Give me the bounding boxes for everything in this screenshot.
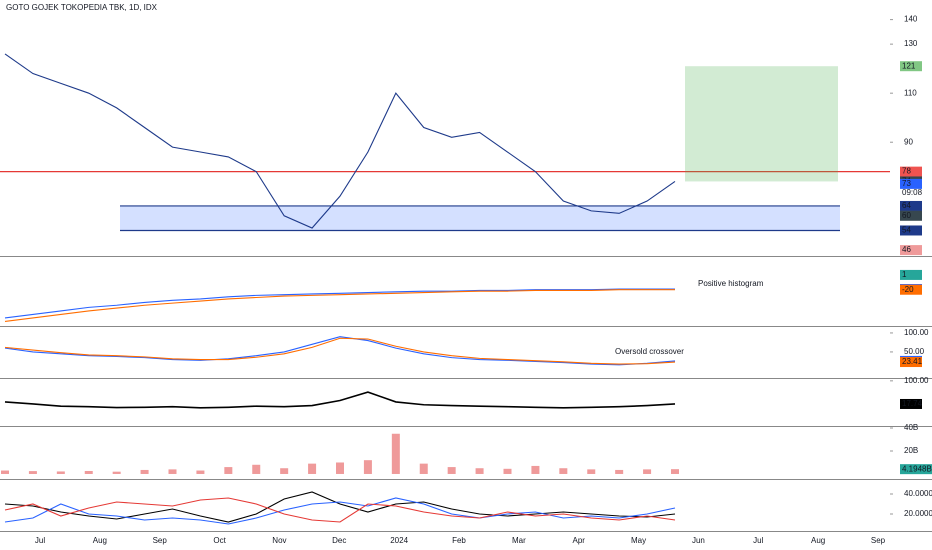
annotation: Positive histogram [698, 279, 764, 288]
x-tick-label: Aug [93, 536, 107, 545]
x-tick-label: Jul [35, 536, 45, 545]
volume-bar [475, 468, 484, 474]
volume-bar [168, 469, 177, 474]
price-tag [900, 398, 922, 409]
y-tick-label: 50.00 [904, 347, 925, 356]
volume-bar [391, 433, 400, 474]
y-tick-label: 100.00 [904, 376, 929, 385]
price-tag [900, 357, 922, 368]
price-tag-label: 23.41 [902, 357, 923, 366]
target-box [685, 66, 838, 182]
countdown: 09:08 [902, 188, 923, 197]
y-tick-label: 40.0000 [904, 489, 932, 498]
volume-bar [56, 471, 65, 474]
volume-bar [1, 470, 9, 474]
annotation: Oversold crossover [615, 347, 684, 356]
series-line [4, 288, 675, 319]
volume-bar [363, 460, 372, 474]
volume-bar [559, 468, 568, 474]
volume-bar [643, 469, 652, 474]
series-line [4, 289, 675, 323]
price-tag-label: 46 [902, 245, 911, 254]
x-tick-label: Nov [272, 536, 286, 545]
price-tag [900, 61, 922, 72]
volume-bar [112, 471, 121, 474]
y-tick-label: 20.0000 [904, 509, 932, 518]
y-tick-label: 90 [904, 137, 913, 146]
volume-bar [84, 470, 93, 474]
y-tick-label: 130 [904, 39, 918, 48]
price-tag [900, 269, 922, 280]
price-tag-label: 1 [902, 270, 907, 279]
volume-bar [419, 463, 428, 474]
x-tick-label: May [631, 536, 646, 545]
volume-bar [224, 467, 233, 474]
price-tag-label: 60 [902, 211, 911, 220]
volume-bar [308, 463, 317, 474]
volume-bar [28, 471, 37, 474]
series-line [4, 391, 676, 409]
y-tick-label: 110 [904, 88, 917, 97]
price-tag-label: 17.74 [902, 399, 923, 408]
volume-bar [447, 467, 456, 474]
volume-bar [252, 464, 261, 474]
x-tick-label: Jun [692, 536, 705, 545]
price-tag [900, 210, 922, 221]
series-line [4, 53, 676, 229]
volume-bar [587, 469, 596, 474]
volume-bar [196, 470, 205, 474]
volume-bar [615, 469, 624, 474]
x-tick-label: 2024 [390, 536, 408, 545]
price-tag [900, 245, 922, 256]
x-tick-label: Mar [512, 536, 526, 545]
x-tick-label: Sep [153, 536, 168, 545]
price-tag-label: 4.1948B [902, 464, 932, 473]
price-tag-label: -20 [902, 285, 914, 294]
price-tag-label: 121 [902, 61, 916, 70]
y-tick-label: 40B [904, 423, 918, 432]
price-tag [900, 464, 932, 475]
series-line [4, 491, 676, 523]
y-tick-label: 140 [904, 15, 918, 24]
price-tag-label: 64 [902, 201, 911, 210]
support-zone [120, 205, 840, 231]
price-tag [900, 166, 922, 177]
x-tick-label: Sep [871, 536, 886, 545]
x-tick-label: Feb [452, 536, 466, 545]
x-tick-label: Apr [572, 536, 585, 545]
price-tag-label: 73 [902, 179, 911, 188]
series-line [4, 337, 676, 365]
volume-bar [531, 465, 540, 474]
x-tick-label: Oct [213, 536, 226, 545]
volume-bar [280, 468, 289, 474]
y-tick-label: 100.00 [904, 328, 929, 337]
price-tag [900, 225, 922, 236]
series-line [4, 336, 676, 366]
price-tag [900, 200, 922, 211]
volume-bar [671, 469, 679, 474]
x-tick-label: Dec [332, 536, 346, 545]
x-tick-label: Jul [753, 536, 763, 545]
price-tag [900, 284, 922, 295]
volume-bar [503, 468, 512, 474]
chart-title: GOTO GOJEK TOKOPEDIA TBK, 1D, IDX [6, 3, 158, 12]
series-line [4, 497, 676, 523]
volume-bar [140, 469, 149, 474]
volume-bar [336, 462, 344, 474]
price-tag-label: 54 [902, 226, 911, 235]
price-tag [900, 178, 922, 189]
price-tag-label: 78 [902, 167, 911, 176]
series-line [4, 497, 676, 525]
y-tick-label: 20B [904, 446, 918, 455]
x-tick-label: Aug [811, 536, 825, 545]
